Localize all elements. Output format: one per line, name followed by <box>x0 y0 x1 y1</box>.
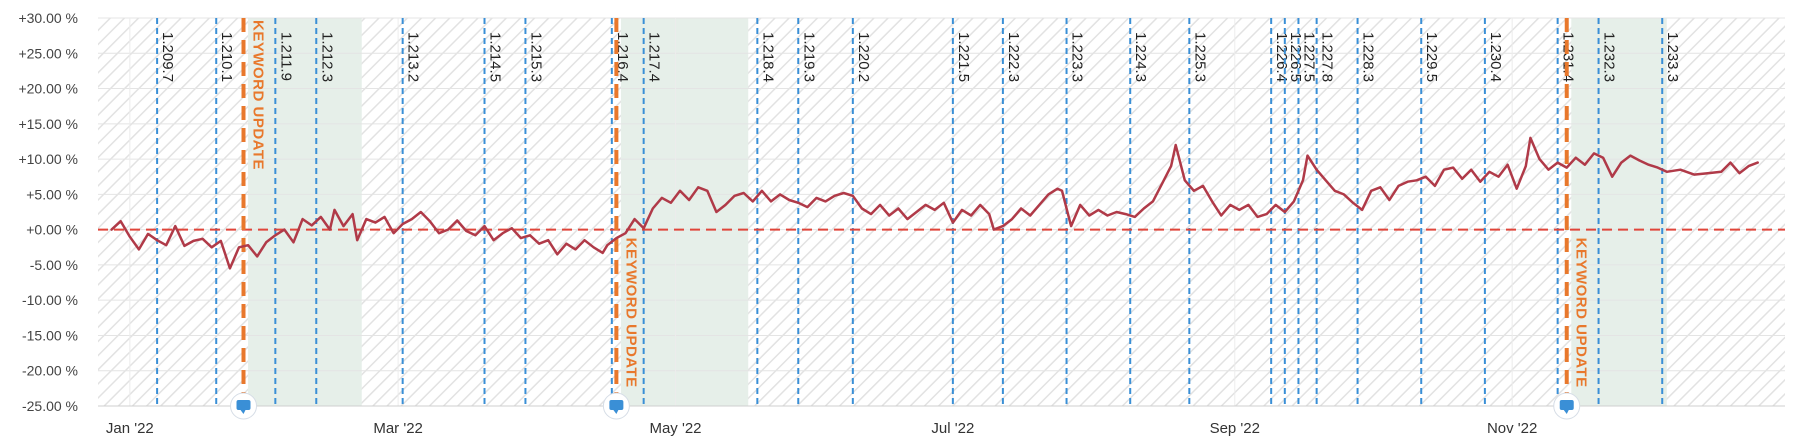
version-label: 1.217.4 <box>646 32 663 82</box>
comment-icon-tail <box>613 410 619 414</box>
y-tick-label: +25.00 % <box>18 45 78 61</box>
series-layer <box>110 136 1759 270</box>
series-line <box>110 136 1759 270</box>
version-label: 1.212.3 <box>318 32 335 82</box>
version-markers-layer: 1.209.7 1.210.1 1.211.9 1.212.3 1.213.2 1.214… <box>156 18 1681 406</box>
version-label: 1.218.4 <box>759 32 776 82</box>
version-label: 1.230.4 <box>1487 32 1504 82</box>
comment-icon-tail <box>1563 410 1569 414</box>
version-label: 1.209.7 <box>159 32 176 82</box>
y-tick-label: +30.00 % <box>18 10 78 26</box>
comment-icon[interactable] <box>602 392 630 420</box>
version-label: 1.214.5 <box>487 32 504 82</box>
comment-icon-tail <box>240 410 246 414</box>
x-tick-label: Jul '22 <box>931 420 974 437</box>
x-axis: Jan '22 Mar '22 May '22 Jul '22 Sep '22 Nov '… <box>98 405 1785 437</box>
event-label: KEYWORD UPDATE <box>250 20 267 170</box>
comment-icon-bubble <box>236 400 251 410</box>
version-label: 1.225.3 <box>1191 32 1208 82</box>
version-label: 1.223.3 <box>1069 32 1086 82</box>
version-label: 1.229.5 <box>1423 32 1440 82</box>
highlight-band <box>248 18 362 406</box>
event-markers-layer: KEYWORD UPDATE KEYWORD UPDATE KEYWORD UPDA… <box>241 18 1590 406</box>
y-tick-label: -20.00 % <box>22 363 78 379</box>
version-label: 1.226.5 <box>1287 32 1304 82</box>
version-label: 1.213.2 <box>405 32 422 82</box>
version-label: 1.224.3 <box>1132 32 1149 82</box>
hatched-background <box>98 18 1785 406</box>
hatched-background-layer <box>98 18 1785 406</box>
y-tick-label: +20.00 % <box>18 81 78 97</box>
version-label: 1.210.1 <box>218 32 235 82</box>
version-label: 1.226.4 <box>1273 32 1290 82</box>
version-label: 1.222.3 <box>1005 32 1022 82</box>
y-tick-label: +15.00 % <box>18 116 78 132</box>
version-label: 1.220.2 <box>855 32 872 82</box>
x-tick-label: May '22 <box>649 420 701 437</box>
version-label: 1.221.5 <box>955 32 972 82</box>
y-tick-label: -25.00 % <box>22 398 78 414</box>
version-label: 1.231.4 <box>1560 32 1577 82</box>
x-tick-label: Sep '22 <box>1210 420 1260 437</box>
y-tick-label: -10.00 % <box>22 292 78 308</box>
y-tick-label: +10.00 % <box>18 151 78 167</box>
highlight-band <box>620 18 749 406</box>
y-tick-label: -15.00 % <box>22 327 78 343</box>
highlight-bands-layer <box>248 18 1667 406</box>
x-tick-label: Jan '22 <box>106 420 154 437</box>
comment-icon-bubble <box>1559 400 1574 410</box>
version-label: 1.228.3 <box>1360 32 1377 82</box>
y-axis: +30.00 % +25.00 % +20.00 % +15.00 % +10.00 %… <box>18 10 78 414</box>
y-tick-label: -5.00 % <box>30 257 78 273</box>
comment-icon[interactable] <box>230 392 258 420</box>
version-label: 1.232.3 <box>1601 32 1618 82</box>
y-tick-label: +5.00 % <box>26 186 78 202</box>
y-tick-label: +0.00 % <box>26 222 78 238</box>
event-label: KEYWORD UPDATE <box>622 238 639 388</box>
highlight-band <box>1571 18 1667 406</box>
x-tick-label: Mar '22 <box>373 420 423 437</box>
x-tick-label: Nov '22 <box>1487 420 1537 437</box>
version-label: 1.219.3 <box>800 32 817 82</box>
version-label: 1.227.5 <box>1300 32 1317 82</box>
event-label: KEYWORD UPDATE <box>1573 238 1590 388</box>
gridlines-layer <box>98 17 1785 407</box>
version-label: 1.211.9 <box>277 32 294 81</box>
version-label: 1.227.8 <box>1319 32 1336 82</box>
comment-icon-bubble <box>609 400 624 410</box>
comment-icon[interactable] <box>1553 392 1581 420</box>
event-icons-layer[interactable] <box>230 392 1581 420</box>
version-label: 1.233.3 <box>1664 32 1681 82</box>
version-label: 1.215.3 <box>527 32 544 82</box>
